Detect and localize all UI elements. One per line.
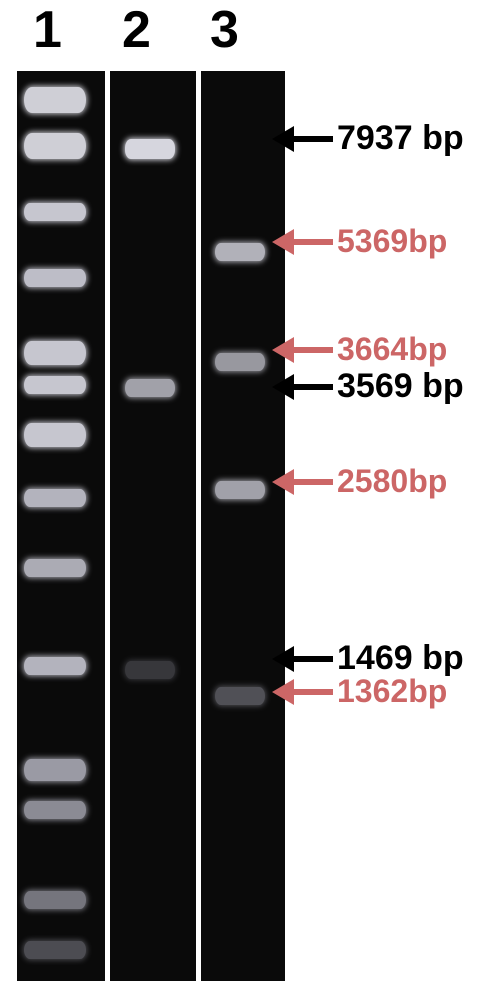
gel-band	[24, 133, 86, 159]
gel-band	[125, 379, 175, 397]
band-size-label: 1362bp	[337, 673, 447, 710]
arrow-icon	[272, 374, 294, 400]
arrow-line	[293, 384, 333, 390]
gel-band	[125, 139, 175, 159]
gel-band	[24, 657, 86, 675]
gel-band	[24, 489, 86, 507]
gel-band	[24, 376, 86, 394]
gel-image	[12, 66, 290, 986]
arrow-line	[293, 689, 333, 695]
gel-band	[215, 353, 265, 371]
lane-separator	[196, 71, 201, 981]
arrow-line	[293, 347, 333, 353]
gel-band	[24, 423, 86, 447]
lane-header-2: 2	[122, 0, 151, 60]
band-size-label: 2580bp	[337, 463, 447, 500]
lane-header-3: 3	[210, 0, 239, 60]
band-size-label: 3569 bp	[337, 367, 464, 406]
band-size-label: 5369bp	[337, 223, 447, 260]
band-annotation: 1362bp	[272, 673, 447, 710]
gel-figure: 1 2 3 7937 bp5369bp3664bp3569 bp2580bp14…	[0, 0, 502, 1000]
arrow-icon	[272, 126, 294, 152]
band-annotation: 7937 bp	[272, 119, 464, 158]
gel-band	[24, 559, 86, 577]
band-size-label: 7937 bp	[337, 119, 464, 158]
gel-band	[125, 661, 175, 679]
band-annotation: 3664bp	[272, 331, 447, 368]
arrow-line	[293, 136, 333, 142]
arrow-icon	[272, 337, 294, 363]
gel-band	[215, 481, 265, 499]
gel-band	[24, 87, 86, 113]
gel-band	[24, 341, 86, 365]
arrow-icon	[272, 229, 294, 255]
gel-band	[24, 801, 86, 819]
lane-separator	[105, 71, 110, 981]
arrow-icon	[272, 469, 294, 495]
gel-band	[24, 891, 86, 909]
arrow-line	[293, 239, 333, 245]
gel-band	[215, 687, 265, 705]
gel-band	[24, 941, 86, 959]
lane-header-1: 1	[33, 0, 62, 60]
arrow-icon	[272, 679, 294, 705]
gel-band	[24, 759, 86, 781]
gel-band	[215, 243, 265, 261]
band-annotation: 3569 bp	[272, 367, 464, 406]
gel-band	[24, 203, 86, 221]
band-annotation: 5369bp	[272, 223, 447, 260]
gel-band	[24, 269, 86, 287]
arrow-icon	[272, 646, 294, 672]
arrow-line	[293, 656, 333, 662]
band-size-label: 3664bp	[337, 331, 447, 368]
band-annotation: 2580bp	[272, 463, 447, 500]
arrow-line	[293, 479, 333, 485]
